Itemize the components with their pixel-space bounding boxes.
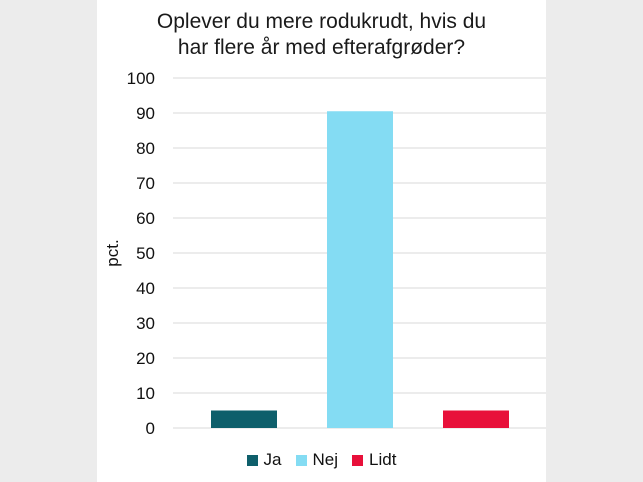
y-tick-label-90: 90 xyxy=(136,104,155,123)
y-tick-label-70: 70 xyxy=(136,174,155,193)
legend-swatch-nej xyxy=(295,454,307,466)
bar-ja xyxy=(211,410,277,428)
chart-title-line-1: Oplever du mere rodukrudt, hvis du xyxy=(156,10,487,33)
right-margin xyxy=(546,0,643,482)
y-axis-label: pct. xyxy=(103,239,122,266)
y-axis-ticks: 0 10 20 30 40 50 60 70 80 90 100 xyxy=(127,69,155,438)
left-margin xyxy=(0,0,97,482)
y-tick-label-100: 100 xyxy=(127,69,155,88)
y-tick-label-10: 10 xyxy=(136,384,155,403)
y-tick-label-30: 30 xyxy=(136,314,155,333)
legend-item-ja: Ja xyxy=(246,448,282,472)
legend-item-nej: Nej xyxy=(295,448,339,472)
bars xyxy=(211,111,509,428)
y-tick-label-0: 0 xyxy=(146,419,155,438)
y-tick-label-40: 40 xyxy=(136,279,155,298)
legend-label-ja: Ja xyxy=(263,450,282,469)
chart-panel xyxy=(97,0,546,482)
bar-lidt xyxy=(443,410,509,428)
legend-item-lidt: Lidt xyxy=(352,448,396,472)
y-tick-label-80: 80 xyxy=(136,139,155,158)
bar-nej xyxy=(327,111,393,428)
legend-label-nej: Nej xyxy=(312,450,339,469)
chart-title: Oplever du mere rodukrudt, hvis du har f… xyxy=(97,9,546,61)
legend: Ja Nej Lidt xyxy=(97,448,546,472)
legend-swatch-lidt xyxy=(352,454,364,466)
legend-swatch-ja xyxy=(246,454,258,466)
chart-title-line-2: har flere år med efterafgrøder? xyxy=(177,36,466,59)
legend-label-lidt: Lidt xyxy=(369,450,397,469)
y-tick-label-20: 20 xyxy=(136,349,155,368)
y-tick-label-60: 60 xyxy=(136,209,155,228)
y-tick-label-50: 50 xyxy=(136,244,155,263)
